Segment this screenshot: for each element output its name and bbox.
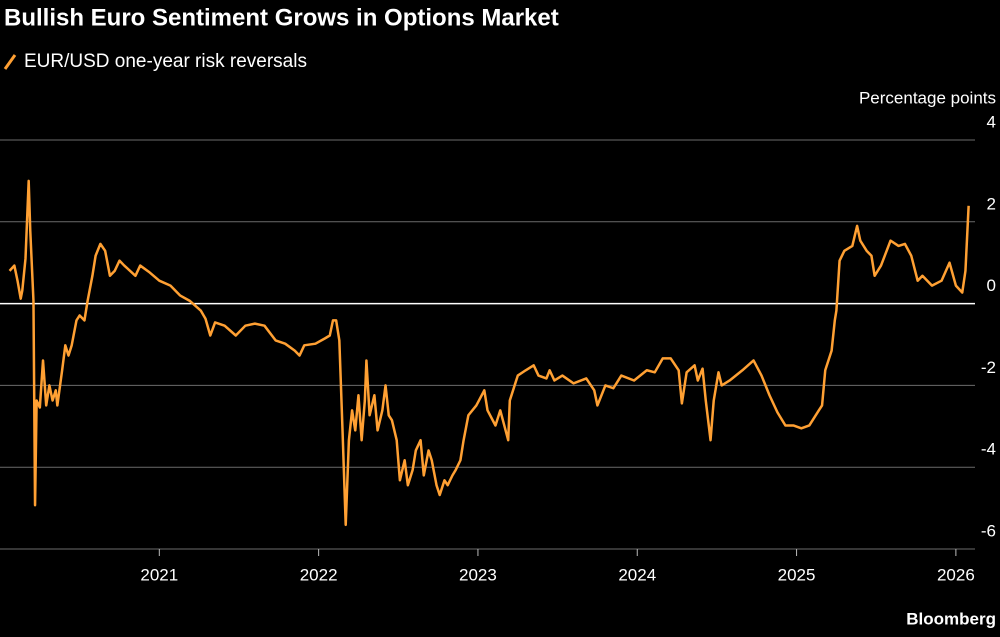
legend-label: EUR/USD one-year risk reversals	[24, 51, 307, 72]
y-tick-label: 0	[987, 276, 996, 295]
legend-swatch	[3, 54, 17, 70]
y-tick-label: -4	[981, 440, 996, 459]
source: Bloomberg	[906, 609, 996, 628]
x-tick-label: 2022	[300, 565, 338, 584]
x-tick-label: 2021	[140, 565, 178, 584]
data-line	[8, 179, 970, 527]
x-tick-label: 2026	[937, 565, 975, 584]
y-axis-label: Percentage points	[859, 88, 996, 107]
x-tick-label: 2024	[618, 565, 656, 584]
y-tick-label: -6	[981, 521, 996, 540]
chart-title: Bullish Euro Sentiment Grows in Options …	[4, 4, 559, 31]
y-tick-label: 4	[987, 112, 996, 131]
y-tick-label: 2	[987, 194, 996, 213]
x-tick-label: 2023	[459, 565, 497, 584]
y-tick-label: -2	[981, 358, 996, 377]
x-tick-label: 2025	[778, 565, 816, 584]
